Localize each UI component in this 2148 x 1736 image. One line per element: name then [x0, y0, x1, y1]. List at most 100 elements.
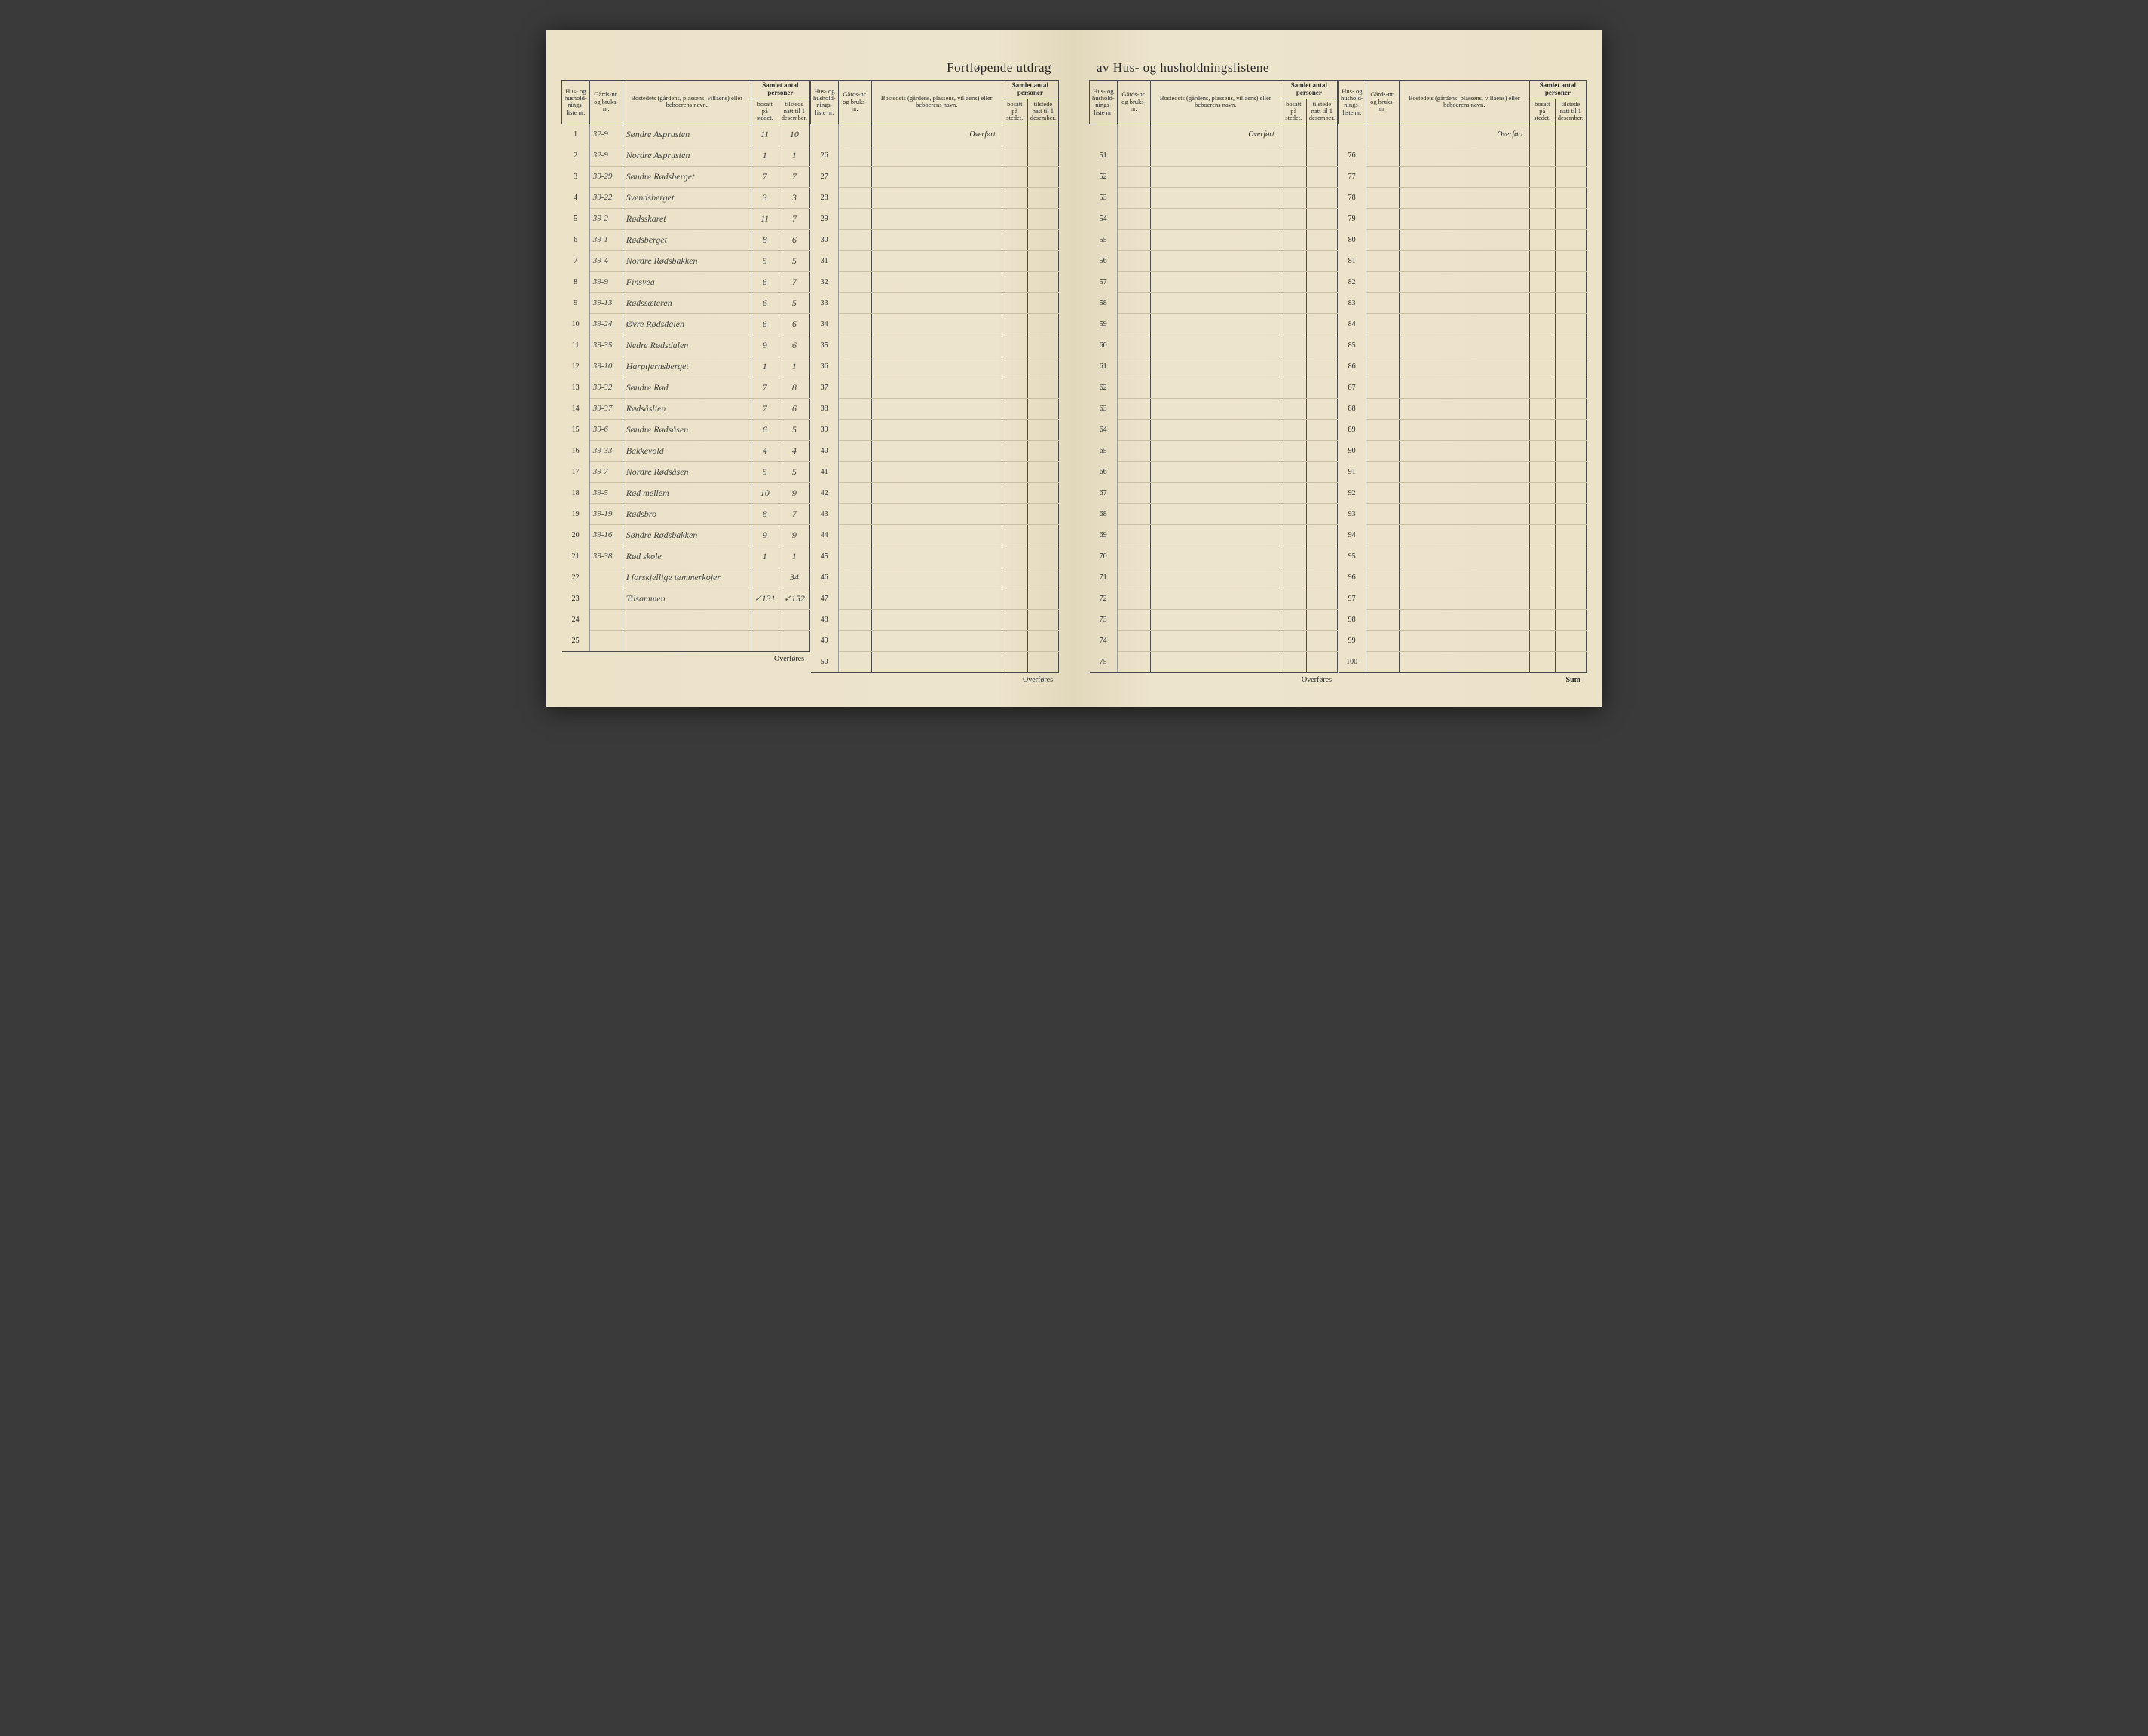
cell-gard — [1366, 440, 1399, 461]
row-number: 30 — [811, 229, 839, 250]
row-number: 83 — [1339, 292, 1366, 313]
cell-gard — [1366, 419, 1399, 440]
cell-bosatt — [1281, 313, 1306, 335]
cell-bosatt — [1529, 630, 1555, 651]
cell-gard — [838, 124, 871, 145]
cell-bosatt: ✓131 — [751, 588, 779, 609]
page-left: Fortløpende utdrag Hus- og hushold-nings… — [546, 30, 1074, 707]
cell-bosatt: 9 — [751, 524, 779, 546]
cell-bosatt — [1529, 313, 1555, 335]
table-row: 26 — [811, 145, 1059, 166]
cell-bosatt — [1281, 335, 1306, 356]
cell-gard — [838, 356, 871, 377]
table-row: 34 — [811, 313, 1059, 335]
table-row: 51 — [1090, 145, 1338, 166]
table-row: 82 — [1339, 271, 1587, 292]
cell-bosteder — [871, 187, 1002, 208]
cell-tilstede — [1306, 356, 1337, 377]
row-number: 22 — [562, 567, 590, 588]
row-number: 24 — [562, 609, 590, 630]
cell-bosatt — [1281, 461, 1306, 482]
header-samlet: Samlet antal personer — [1002, 81, 1058, 99]
table-row: 67 — [1090, 482, 1338, 503]
cell-bosteder: Rødsskaret — [623, 208, 751, 229]
cell-tilstede — [1555, 187, 1586, 208]
cell-tilstede — [1027, 524, 1058, 546]
table-row: 49 — [811, 630, 1059, 651]
row-number: 55 — [1090, 229, 1118, 250]
cell-bosteder — [871, 440, 1002, 461]
row-number: 76 — [1339, 145, 1366, 166]
cell-tilstede — [1027, 271, 1058, 292]
cell-bosteder — [1399, 187, 1529, 208]
section-2: Hus- og hushold-nings-liste nr. Gårds-nr… — [810, 80, 1059, 684]
table-row: 53 — [1090, 187, 1338, 208]
cell-gard: 39-37 — [589, 398, 623, 419]
cell-tilstede — [1306, 567, 1337, 588]
cell-bosatt — [1281, 440, 1306, 461]
cell-bosatt — [751, 609, 779, 630]
cell-tilstede — [1555, 524, 1586, 546]
cell-tilstede — [1555, 313, 1586, 335]
row-number: 28 — [811, 187, 839, 208]
row-number: 9 — [562, 292, 590, 313]
cell-bosteder — [1150, 377, 1281, 398]
table-row: 91 — [1339, 461, 1587, 482]
table-row: 86 — [1339, 356, 1587, 377]
table-row: 31 — [811, 250, 1059, 271]
table-row: 71 — [1090, 567, 1338, 588]
cell-tilstede: 5 — [779, 250, 809, 271]
cell-tilstede — [1555, 377, 1586, 398]
cell-bosteder — [1399, 313, 1529, 335]
table-row: 60 — [1090, 335, 1338, 356]
cell-gard: 39-29 — [589, 166, 623, 187]
cell-bosteder: Rødsbro — [623, 503, 751, 524]
cell-bosteder — [1150, 461, 1281, 482]
cell-gard — [1117, 250, 1150, 271]
cell-bosteder — [1150, 356, 1281, 377]
cell-bosteder: Nedre Rødsdalen — [623, 335, 751, 356]
cell-bosteder: Rød skole — [623, 546, 751, 567]
header-bosatt: bosatt på stedet. — [751, 99, 779, 124]
cell-gard — [1366, 651, 1399, 672]
cell-gard — [589, 630, 623, 651]
cell-bosatt — [1529, 292, 1555, 313]
cell-bosatt — [1529, 250, 1555, 271]
cell-tilstede: 4 — [779, 440, 809, 461]
cell-gard — [1117, 440, 1150, 461]
cell-tilstede — [1027, 356, 1058, 377]
cell-bosatt — [1529, 461, 1555, 482]
table-row: 37 — [811, 377, 1059, 398]
row-number: 27 — [811, 166, 839, 187]
cell-bosatt — [1002, 651, 1027, 672]
cell-bosatt — [1529, 440, 1555, 461]
cell-gard — [838, 271, 871, 292]
cell-gard: 39-35 — [589, 335, 623, 356]
cell-bosatt — [751, 567, 779, 588]
table-row: 94 — [1339, 524, 1587, 546]
row-number: 2 — [562, 145, 590, 166]
sum-label: Sum — [1338, 673, 1587, 684]
row-number: 7 — [562, 250, 590, 271]
row-number: 33 — [811, 292, 839, 313]
section-3: Hus- og hushold-nings-liste nr. Gårds-nr… — [1089, 80, 1338, 684]
table-row: 56 — [1090, 250, 1338, 271]
cell-gard — [1117, 398, 1150, 419]
cell-tilstede — [1306, 313, 1337, 335]
cell-gard — [838, 546, 871, 567]
cell-gard — [838, 588, 871, 609]
cell-gard — [1117, 208, 1150, 229]
cell-bosatt — [1529, 482, 1555, 503]
row-number: 12 — [562, 356, 590, 377]
table-section-2: Hus- og hushold-nings-liste nr. Gårds-nr… — [810, 80, 1059, 673]
cell-bosatt — [1281, 651, 1306, 672]
cell-bosatt: 6 — [751, 292, 779, 313]
header-gard-nr: Gårds-nr. og bruks-nr. — [1117, 81, 1150, 124]
table-row: 73 — [1090, 609, 1338, 630]
cell-bosteder — [1399, 419, 1529, 440]
row-number: 49 — [811, 630, 839, 651]
cell-bosteder — [871, 356, 1002, 377]
overfort-label: Overført — [871, 124, 1002, 145]
table-row: 232-9Nordre Asprusten11 — [562, 145, 810, 166]
cell-tilstede — [1306, 630, 1337, 651]
